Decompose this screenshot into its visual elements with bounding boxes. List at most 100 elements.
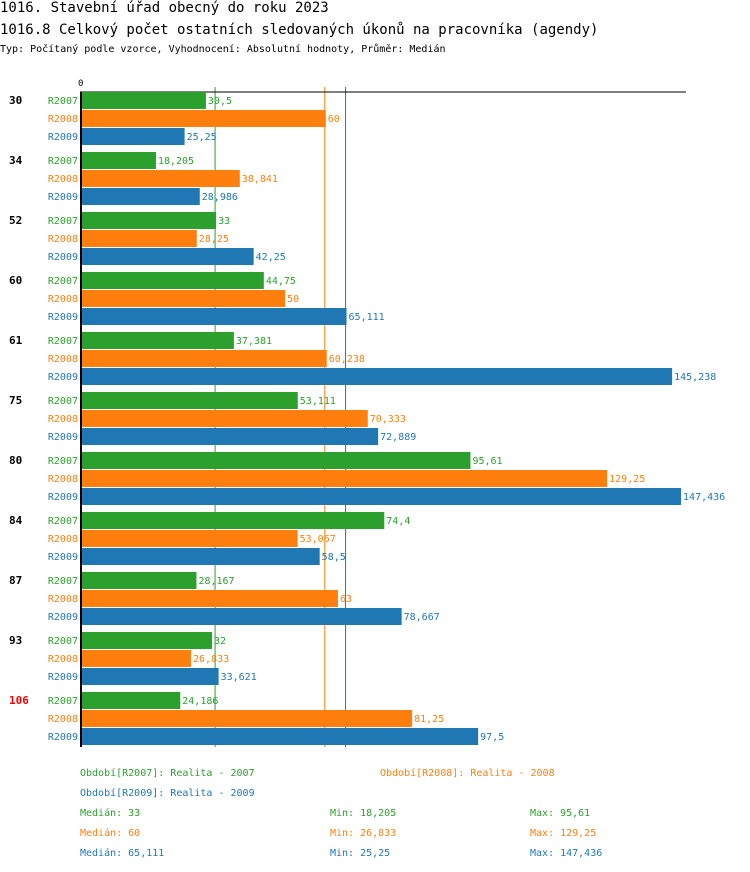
series-label: R2008 — [48, 714, 78, 725]
data-label: 38,841 — [242, 174, 278, 185]
category-label: 93 — [9, 634, 22, 647]
data-label: 145,238 — [674, 372, 716, 383]
series-label: R2007 — [48, 276, 78, 287]
x-tick-label: 0 — [78, 79, 83, 89]
series-label: R2009 — [48, 252, 78, 263]
legend-median: Medián: 33 — [80, 808, 141, 819]
series-label: R2007 — [48, 636, 78, 647]
bar-R2008 — [82, 170, 240, 187]
series-label: R2008 — [48, 174, 78, 185]
category-label: 34 — [9, 154, 23, 167]
category-label: 87 — [9, 574, 22, 587]
legend-period: Období[R2007]: Realita - 2007 — [80, 768, 255, 779]
series-label: R2009 — [48, 732, 78, 743]
category-label: 80 — [9, 454, 22, 467]
data-label: 28,167 — [198, 576, 234, 587]
series-label: R2008 — [48, 294, 78, 305]
data-label: 33,621 — [221, 672, 257, 683]
data-label: 147,436 — [683, 492, 725, 503]
bar-R2007 — [82, 512, 385, 529]
chart-meta: Typ: Počítaný podle vzorce, Vyhodnocení:… — [0, 44, 446, 55]
bar-R2008 — [82, 410, 368, 427]
legend-max: Max: 147,436 — [530, 848, 603, 859]
bar-R2008 — [82, 650, 192, 667]
series-label: R2009 — [48, 672, 78, 683]
legend-period: Období[R2008]: Realita - 2008 — [380, 768, 555, 779]
data-label: 24,186 — [182, 696, 218, 707]
data-label: 37,381 — [236, 336, 272, 347]
legend-max: Max: 95,61 — [530, 808, 591, 819]
bar-R2009 — [82, 128, 185, 145]
data-label: 28,986 — [202, 192, 238, 203]
data-label: 53,067 — [300, 534, 336, 545]
legend-max: Max: 129,25 — [530, 828, 597, 839]
bar-R2009 — [82, 548, 320, 565]
bar-R2007 — [82, 572, 197, 589]
data-label: 42,25 — [256, 252, 286, 263]
category-label: 75 — [9, 394, 22, 407]
category-label: 60 — [9, 274, 22, 287]
data-label: 60 — [328, 114, 340, 125]
series-label: R2009 — [48, 432, 78, 443]
data-label: 81,25 — [414, 714, 444, 725]
series-label: R2008 — [48, 354, 78, 365]
legend-min: Min: 18,205 — [330, 808, 397, 819]
series-label: R2009 — [48, 372, 78, 383]
legend-min: Min: 25,25 — [330, 848, 391, 859]
bar-R2008 — [82, 710, 413, 727]
series-label: R2008 — [48, 654, 78, 665]
bar-R2007 — [82, 392, 298, 409]
data-label: 63 — [340, 594, 352, 605]
bar-R2009 — [82, 668, 219, 685]
page-title: 1016. Stavební úřad obecný do roku 2023 — [0, 0, 329, 16]
series-label: R2008 — [48, 414, 78, 425]
category-label: 61 — [9, 334, 23, 347]
bar-R2009 — [82, 188, 200, 205]
series-label: R2007 — [48, 216, 78, 227]
data-label: 65,111 — [349, 312, 385, 323]
bar-R2008 — [82, 470, 608, 487]
legend-period: Období[R2009]: Realita - 2009 — [80, 788, 255, 799]
data-label: 129,25 — [609, 474, 645, 485]
data-label: 70,333 — [370, 414, 406, 425]
series-label: R2009 — [48, 192, 78, 203]
data-label: 25,25 — [187, 132, 217, 143]
bar-R2008 — [82, 530, 298, 547]
series-label: R2007 — [48, 336, 78, 347]
bar-R2009 — [82, 368, 673, 385]
data-label: 78,667 — [404, 612, 440, 623]
series-label: R2008 — [48, 114, 78, 125]
data-label: 44,75 — [266, 276, 296, 287]
series-label: R2007 — [48, 396, 78, 407]
series-label: R2007 — [48, 576, 78, 587]
legend-median: Medián: 65,111 — [80, 848, 165, 859]
series-label: R2009 — [48, 132, 78, 143]
legend-median: Medián: 60 — [80, 828, 141, 839]
series-label: R2007 — [48, 516, 78, 527]
bar-R2008 — [82, 230, 197, 247]
bar-R2009 — [82, 308, 347, 325]
category-label: 30 — [9, 94, 22, 107]
bar-R2007 — [82, 272, 264, 289]
series-label: R2008 — [48, 534, 78, 545]
series-label: R2007 — [48, 696, 78, 707]
series-label: R2008 — [48, 594, 78, 605]
data-label: 60,238 — [329, 354, 365, 365]
bar-R2009 — [82, 248, 254, 265]
bar-R2007 — [82, 452, 471, 469]
data-label: 32 — [214, 636, 226, 647]
data-label: 72,889 — [380, 432, 416, 443]
bar-R2007 — [82, 632, 213, 649]
data-label: 33 — [218, 216, 230, 227]
bar-R2007 — [82, 92, 206, 109]
data-label: 26,833 — [193, 654, 229, 665]
bar-R2007 — [82, 692, 181, 709]
data-label: 53,111 — [300, 396, 336, 407]
series-label: R2007 — [48, 96, 78, 107]
data-label: 18,205 — [158, 156, 194, 167]
bar-R2007 — [82, 152, 156, 169]
series-label: R2008 — [48, 234, 78, 245]
category-label: 52 — [9, 214, 22, 227]
series-label: R2008 — [48, 474, 78, 485]
bar-R2009 — [82, 488, 682, 505]
